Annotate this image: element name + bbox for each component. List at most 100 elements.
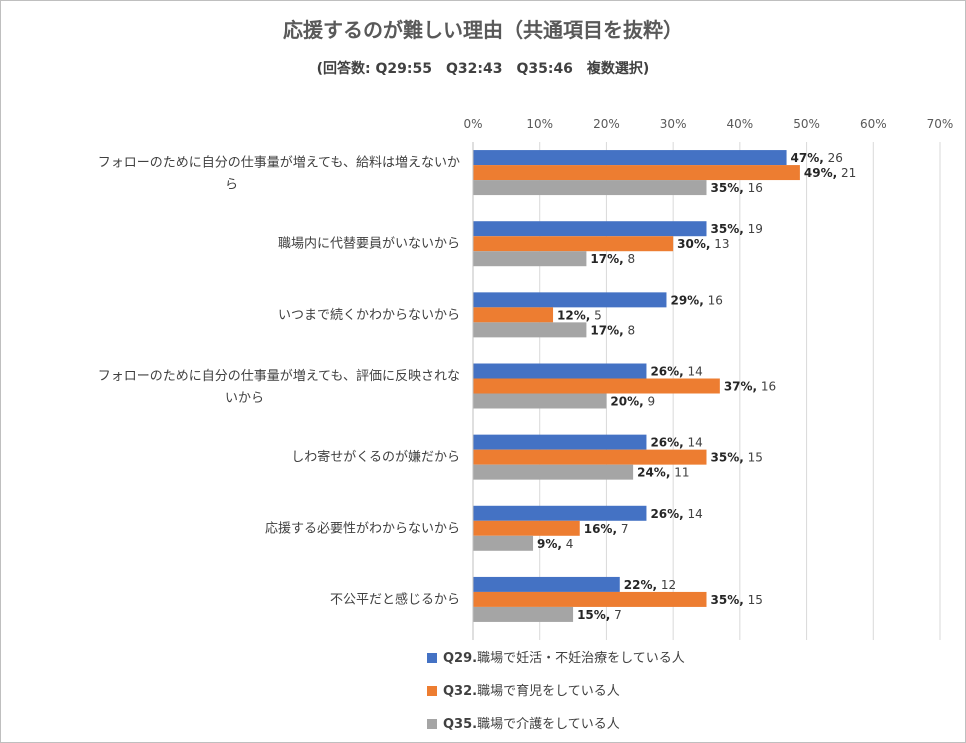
data-label: 49%, 21 (804, 166, 856, 180)
category-label: いつまで続くかわからないから (278, 308, 460, 323)
data-label-percent: 9%, (537, 537, 562, 551)
bar-q35 (473, 464, 634, 480)
data-label-count: 15 (744, 593, 763, 607)
category-label-line: しわ寄せがくるのが嫌だから (291, 449, 460, 465)
category-label: 応援する必要性がわからないから (265, 521, 460, 536)
data-label: 20%, 9 (610, 395, 655, 409)
data-label-count: 4 (562, 537, 573, 551)
data-label-count: 7 (617, 522, 628, 536)
bar-q35 (473, 606, 574, 622)
category-label-line: 不公平だと感じるから (330, 591, 460, 607)
data-label: 9%, 4 (537, 537, 573, 551)
data-label-percent: 37%, (724, 380, 757, 394)
data-label-percent: 17%, (590, 252, 623, 266)
bar-q29 (473, 434, 647, 450)
category-label-line: フォローのために自分の仕事量が増えても、評価に反映されな (98, 369, 460, 384)
data-label: 24%, 11 (637, 466, 689, 480)
x-tick-label: 30% (660, 117, 687, 131)
bar-q32 (473, 449, 707, 465)
bar-q32 (473, 378, 720, 394)
x-tick-label: 10% (526, 117, 553, 131)
data-label: 15%, 7 (577, 608, 622, 622)
data-label-count: 7 (610, 608, 621, 622)
category-label: しわ寄せがくるのが嫌だから (291, 449, 460, 465)
data-label-count: 12 (657, 578, 676, 592)
bar-q29 (473, 576, 620, 592)
data-label-count: 21 (837, 166, 856, 180)
data-label: 17%, 8 (590, 323, 635, 337)
x-tick-label: 50% (793, 117, 820, 131)
data-label-percent: 26%, (650, 365, 683, 379)
bar-q32 (473, 307, 554, 323)
legend-code-q29: Q29. (443, 651, 478, 666)
x-tick-label: 70% (927, 117, 954, 131)
data-label-count: 16 (704, 293, 723, 307)
data-label: 26%, 14 (650, 507, 702, 521)
data-label-count: 5 (590, 308, 601, 322)
data-label-percent: 35%, (711, 593, 744, 607)
legend-label-q29: 職場で妊活・不妊治療をしている人 (477, 651, 685, 666)
data-label-percent: 26%, (650, 436, 683, 450)
data-label: 12%, 5 (557, 308, 602, 322)
data-label-percent: 35%, (711, 181, 744, 195)
bar-q35 (473, 535, 534, 551)
data-label-count: 8 (624, 323, 635, 337)
legend-label-q32: 職場で育児をしている人 (477, 684, 620, 699)
category-label: 不公平だと感じるから (330, 591, 460, 607)
bar-q29 (473, 363, 647, 379)
category-label: 職場内に代替要員がいないから (278, 236, 460, 252)
bar-q35 (473, 251, 587, 267)
data-label: 17%, 8 (590, 252, 635, 266)
data-label-percent: 15%, (577, 608, 610, 622)
data-label-percent: 22%, (624, 578, 657, 592)
data-label-percent: 26%, (650, 507, 683, 521)
data-label-percent: 12%, (557, 308, 590, 322)
chart-title: 応援するのが難しい理由（共通項目を抜粋） (283, 18, 683, 42)
category-label-line: フォローのために自分の仕事量が増えても、給料は増えないか (98, 156, 460, 171)
data-label-count: 9 (644, 395, 655, 409)
data-label-percent: 30%, (677, 237, 710, 251)
bar-q32 (473, 165, 800, 181)
data-label: 22%, 12 (624, 578, 676, 592)
x-tick-label: 20% (593, 117, 620, 131)
legend-code-q32: Q32. (443, 684, 478, 699)
data-label: 16%, 7 (584, 522, 629, 536)
data-label-percent: 47%, (791, 151, 824, 165)
data-label-count: 19 (744, 222, 763, 236)
x-tick-label: 60% (860, 117, 887, 131)
legend-swatch-q35 (427, 718, 437, 729)
category-label-line: 職場内に代替要員がいないから (278, 236, 460, 252)
data-label-percent: 35%, (711, 222, 744, 236)
category-label-line: いつまで続くかわからないから (278, 308, 460, 323)
legend-swatch-q32 (427, 685, 437, 696)
legend-item-q29: Q29.職場で妊活・不妊治療をしている人 (427, 650, 685, 668)
bar-q29 (473, 505, 647, 521)
data-label: 47%, 26 (791, 151, 843, 165)
x-tick-label: 40% (727, 117, 754, 131)
chart-subtitle: (回答数: Q29:55 Q32:43 Q35:46 複数選択) (316, 61, 650, 77)
bar-q35 (473, 322, 587, 338)
data-label-percent: 20%, (610, 395, 643, 409)
bar-q32 (473, 236, 674, 252)
category-label: フォローのために自分の仕事量が増えても、給料は増えないから (98, 156, 460, 193)
category-label: フォローのために自分の仕事量が増えても、評価に反映されないから (98, 369, 460, 406)
data-label: 35%, 15 (711, 451, 763, 465)
data-label-count: 11 (670, 466, 689, 480)
data-label: 35%, 19 (711, 222, 763, 236)
bar-q35 (473, 393, 607, 409)
bar-q35 (473, 180, 707, 196)
data-label: 29%, 16 (670, 293, 722, 307)
data-label-count: 16 (757, 380, 776, 394)
category-label-line: 応援する必要性がわからないから (265, 521, 460, 536)
legend-item-q32: Q32.職場で育児をしている人 (427, 683, 620, 701)
data-label-percent: 35%, (711, 451, 744, 465)
bar-q32 (473, 591, 707, 607)
data-label: 26%, 14 (650, 436, 702, 450)
data-label-count: 16 (744, 181, 763, 195)
legend-code-q35: Q35. (443, 717, 478, 732)
data-label: 35%, 15 (711, 593, 763, 607)
data-label-percent: 24%, (637, 466, 670, 480)
data-label-count: 14 (684, 365, 703, 379)
data-label-count: 13 (710, 237, 729, 251)
